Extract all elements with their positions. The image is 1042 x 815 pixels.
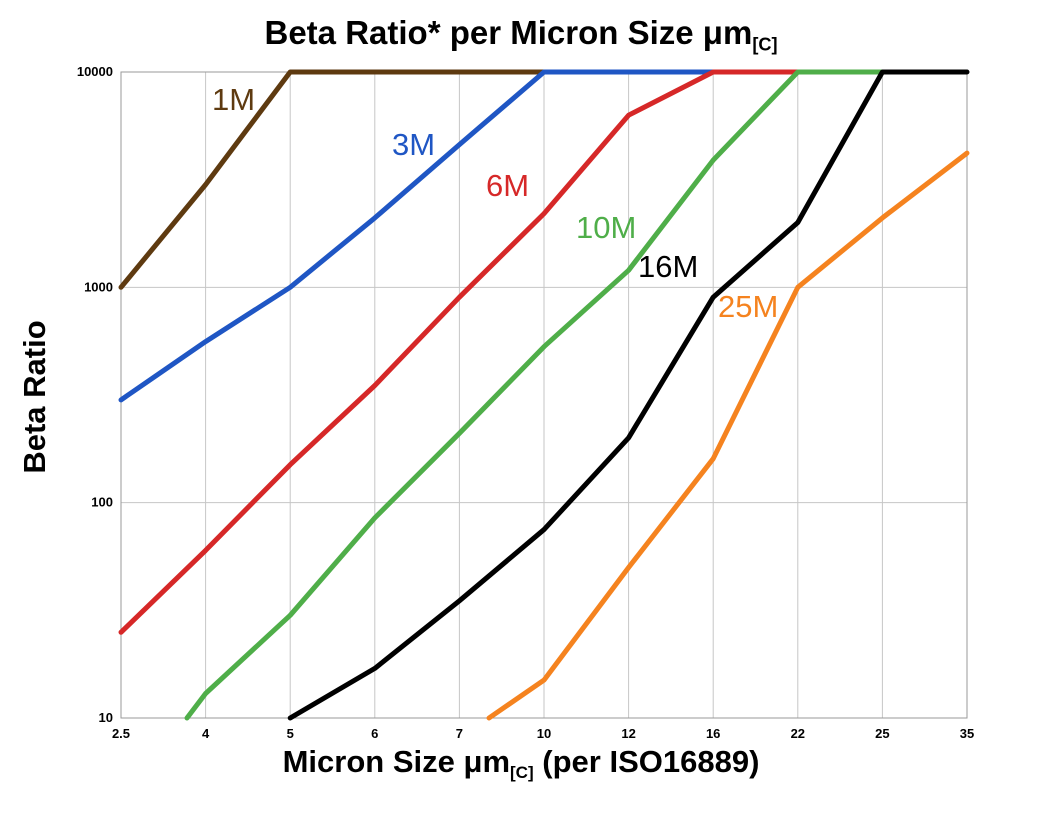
x-tick-label: 7	[456, 726, 463, 741]
y-tick-label: 10000	[77, 64, 113, 79]
y-tick-label: 10	[99, 710, 113, 725]
x-axis-title-suffix: (per ISO16889)	[533, 744, 760, 779]
series-label-1M: 1M	[212, 82, 255, 117]
x-axis-title-text: Micron Size μm	[282, 744, 511, 779]
series-line-10M	[184, 69, 885, 721]
y-tick-label: 1000	[84, 279, 113, 294]
chart-title-text: Beta Ratio* per Micron Size μm	[264, 14, 753, 51]
x-axis-title: Micron Size μm[C] (per ISO16889)	[0, 744, 1042, 783]
series-label-6M: 6M	[486, 168, 529, 203]
series-line-16M	[287, 69, 970, 721]
x-tick-label: 35	[960, 726, 974, 741]
x-tick-label: 25	[875, 726, 889, 741]
series-label-16M: 16M	[638, 249, 698, 284]
chart-title: Beta Ratio* per Micron Size μm[C]	[0, 14, 1042, 55]
series-line-3M	[118, 69, 716, 403]
series-label-25M: 25M	[718, 289, 778, 324]
x-axis-title-subscript: [C]	[510, 762, 534, 782]
x-tick-label: 22	[791, 726, 805, 741]
x-tick-label: 5	[287, 726, 294, 741]
series-label-10M: 10M	[576, 210, 636, 245]
y-tick-label: 100	[91, 495, 113, 510]
x-tick-label: 6	[371, 726, 378, 741]
x-tick-label: 16	[706, 726, 720, 741]
x-tick-label: 12	[621, 726, 635, 741]
x-tick-label: 2.5	[112, 726, 130, 741]
chart-title-subscript: [C]	[752, 34, 778, 55]
x-tick-label: 4	[202, 726, 210, 741]
x-tick-label: 10	[537, 726, 551, 741]
series-line-25M	[486, 150, 970, 721]
series-line-1M	[118, 69, 547, 290]
series-label-3M: 3M	[392, 127, 435, 162]
series-line-6M	[118, 69, 801, 635]
